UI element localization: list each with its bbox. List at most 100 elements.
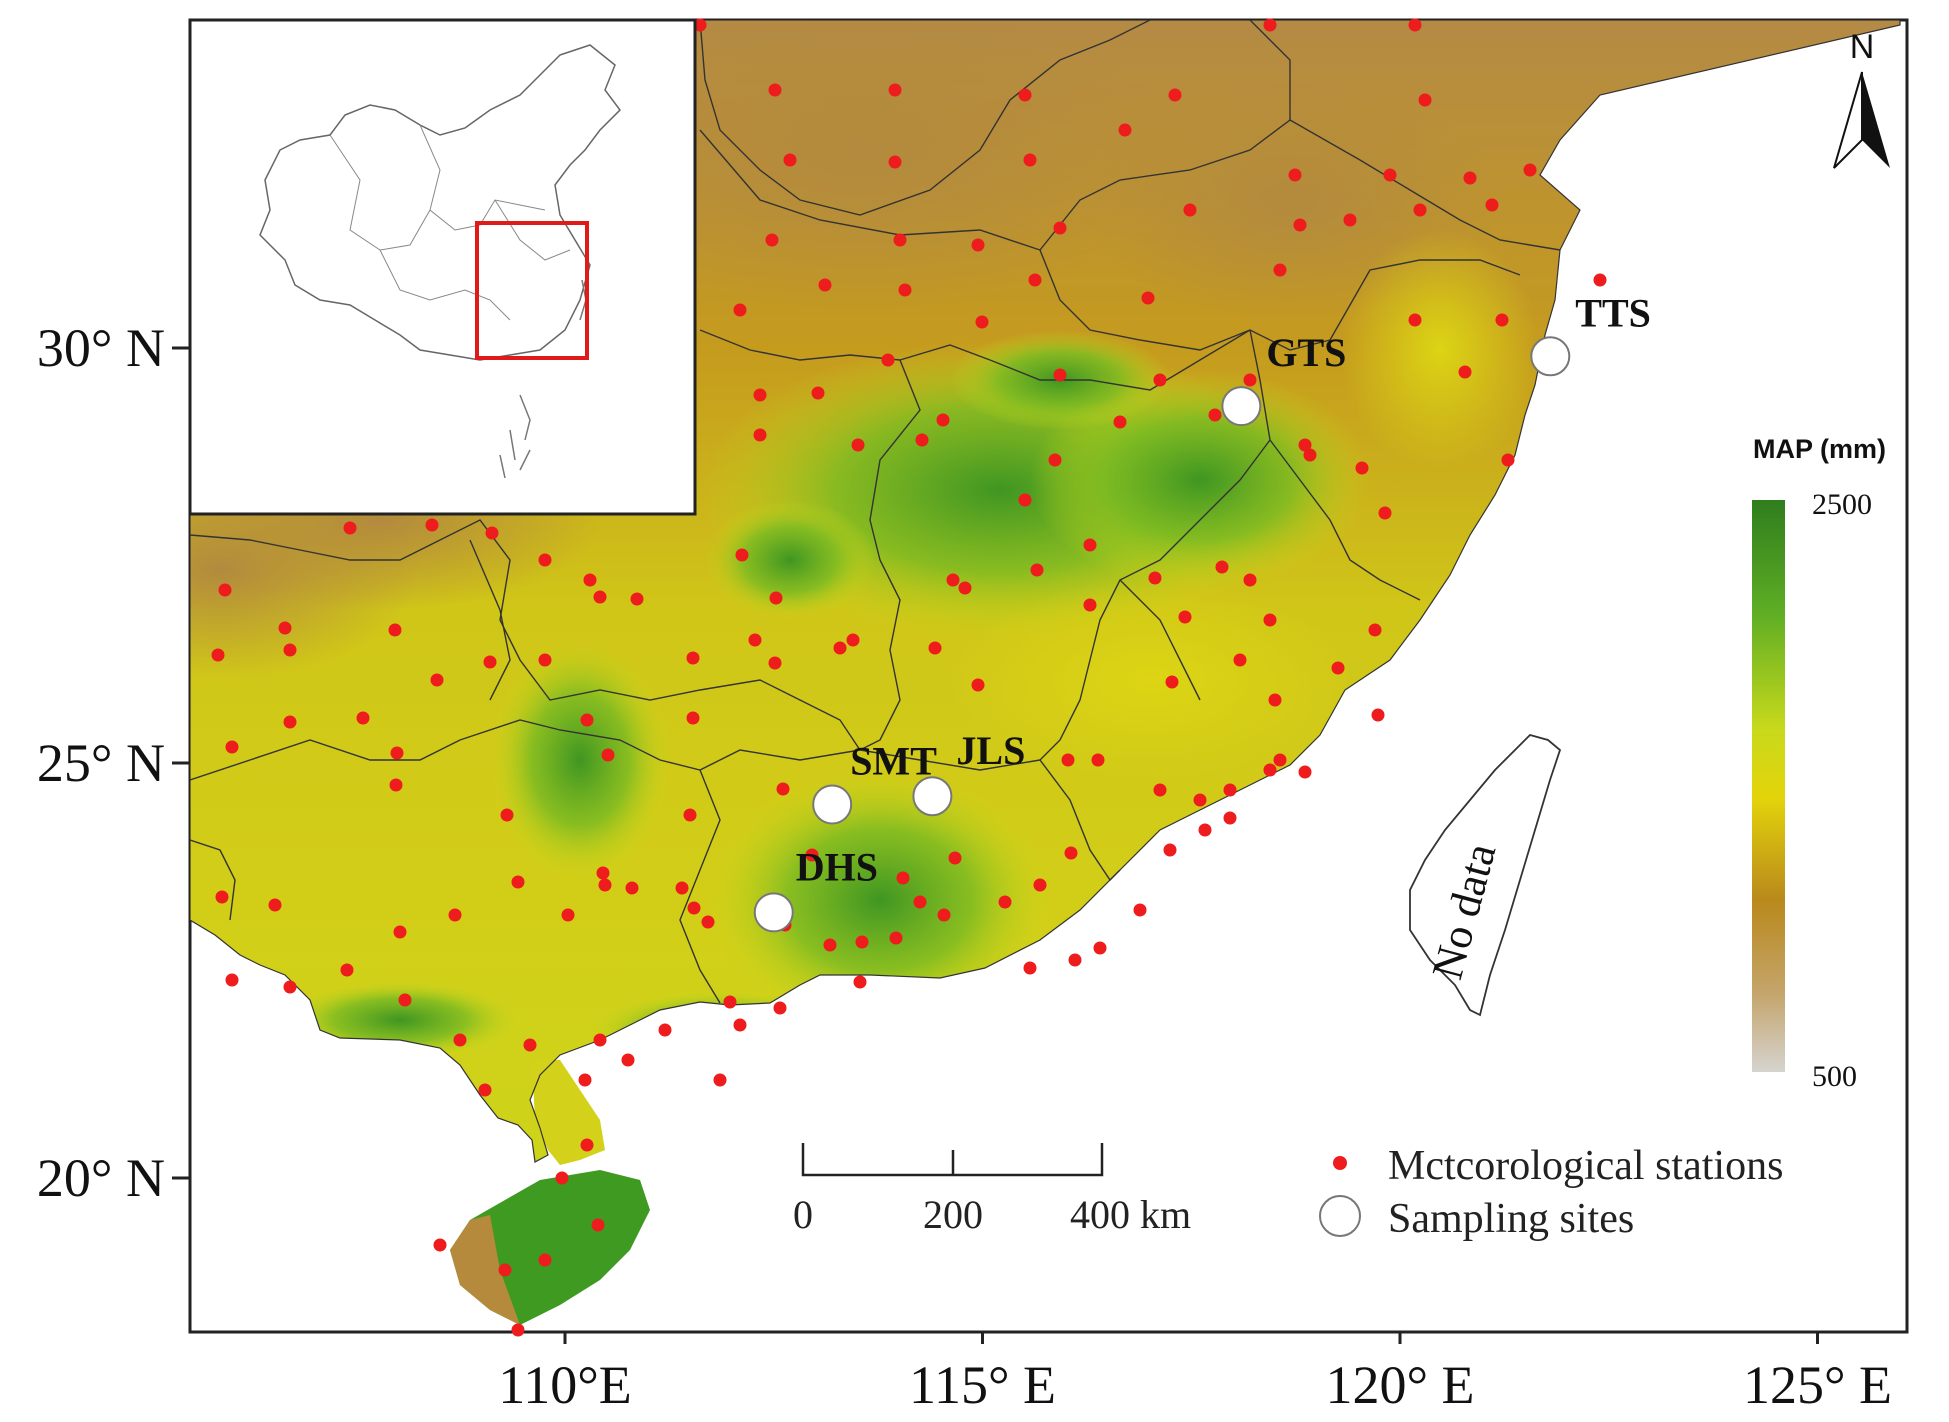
scale-bar (801, 1143, 1104, 1177)
station-dot (1263, 613, 1277, 627)
station-dot (583, 573, 597, 587)
station-dot (1288, 168, 1302, 182)
station-dot (1378, 506, 1392, 520)
station-dot (1458, 365, 1472, 379)
station-dot (578, 1073, 592, 1087)
inset-china-outline (259, 44, 621, 361)
station-dot (511, 875, 525, 889)
x-tick-label: 125° E (1743, 1355, 1892, 1415)
station-dot (356, 711, 370, 725)
sampling-site-marker (753, 892, 794, 933)
station-dot (733, 1018, 747, 1032)
station-dot (1193, 793, 1207, 807)
station-dot (1413, 203, 1427, 217)
station-dot (733, 303, 747, 317)
station-dot (1298, 765, 1312, 779)
station-dot (218, 583, 232, 597)
station-dot (971, 238, 985, 252)
station-dot (1083, 538, 1097, 552)
station-dot (805, 848, 819, 862)
station-dot (283, 980, 297, 994)
station-dot (485, 526, 499, 540)
station-dot (598, 878, 612, 892)
y-tick-label: 20° N (37, 1148, 165, 1208)
station-dot (1068, 953, 1082, 967)
inset-map (188, 18, 697, 516)
legend-station-label: Mctcorological stations (1388, 1143, 1783, 1189)
x-tick-label: 110°E (498, 1355, 632, 1415)
station-dot (853, 975, 867, 989)
colorbar-ramp (1752, 500, 1785, 1072)
colorbar-min: 500 (1812, 1060, 1857, 1093)
x-tick-label: 115° E (909, 1355, 1056, 1415)
station-dot (1178, 610, 1192, 624)
station-dot (1418, 93, 1432, 107)
y-tick-label: 30° N (37, 318, 165, 378)
station-dot (683, 808, 697, 822)
station-dot (913, 895, 927, 909)
station-dot (948, 851, 962, 865)
station-dot (1495, 313, 1509, 327)
y-tick-label: 25° N (37, 733, 165, 793)
province-boundaries (190, 20, 1561, 1004)
station-dot (1215, 560, 1229, 574)
sampling-site-marker (812, 784, 853, 825)
station-dot (701, 915, 715, 929)
station-dot (1083, 598, 1097, 612)
scale-label-200: 200 (923, 1192, 983, 1237)
station-dot (483, 655, 497, 669)
station-dot (723, 995, 737, 1009)
station-dot (1018, 493, 1032, 507)
station-dot (538, 1253, 552, 1267)
sampling-site-marker (1221, 386, 1262, 427)
station-dot (975, 315, 989, 329)
colorbar-max: 2500 (1812, 488, 1872, 521)
taiwan-no-data-region: No data (1409, 733, 1562, 1017)
station-dot (1028, 273, 1042, 287)
station-dot (1298, 438, 1312, 452)
station-dot (1118, 123, 1132, 137)
scale-label-0: 0 (793, 1192, 813, 1237)
station-dot (425, 518, 439, 532)
sampling-site-label: TTS (1575, 290, 1651, 335)
station-dot (1355, 461, 1369, 475)
station-dot (936, 413, 950, 427)
station-dot (478, 1083, 492, 1097)
station-dot (601, 748, 615, 762)
station-dot (215, 890, 229, 904)
station-dot (971, 678, 985, 692)
station-dot (625, 881, 639, 895)
station-dot (946, 573, 960, 587)
station-dot (1208, 408, 1222, 422)
map-axes: 110°E 115° E 120° E 125° E 30° N 25° N 20° N (37, 318, 1892, 1415)
meteorological-stations (211, 18, 1607, 1337)
svg-text:N: N (1850, 28, 1875, 66)
station-dot (593, 590, 607, 604)
station-dot (1273, 753, 1287, 767)
station-dot (783, 153, 797, 167)
station-dot (1408, 18, 1422, 32)
legend-station-symbol (1333, 1156, 1347, 1170)
station-dot (753, 428, 767, 442)
sampling-site-label: SMT (850, 739, 937, 784)
station-dot (686, 711, 700, 725)
station-dot (389, 778, 403, 792)
station-dot (1343, 213, 1357, 227)
station-dot (693, 18, 707, 32)
station-dot (888, 83, 902, 97)
station-dot (735, 548, 749, 562)
station-dot (998, 895, 1012, 909)
north-arrow-icon: N (1833, 28, 1890, 169)
station-dot (1593, 273, 1607, 287)
station-dot (561, 908, 575, 922)
station-dot (393, 925, 407, 939)
station-dot (769, 591, 783, 605)
station-dot (1198, 823, 1212, 837)
station-dot (1371, 708, 1385, 722)
station-dot (687, 901, 701, 915)
x-tick-label: 120° E (1325, 1355, 1474, 1415)
legend-site-symbol (1319, 1195, 1361, 1237)
station-dot (1168, 88, 1182, 102)
station-dot (898, 283, 912, 297)
station-dot (893, 233, 907, 247)
